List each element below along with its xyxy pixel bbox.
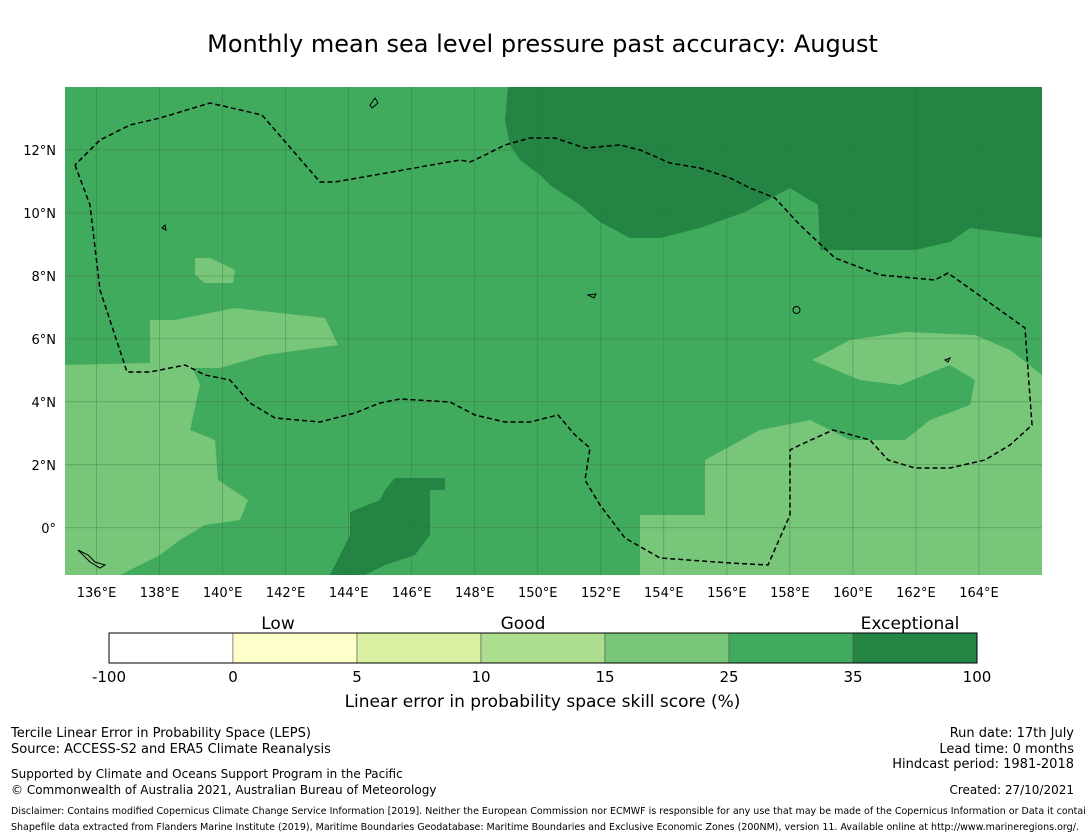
- island-outline: [161, 223, 167, 231]
- dark-patch-south: [330, 478, 445, 575]
- island-outlines: [77, 97, 952, 569]
- shapefile-credit: Shapefile data extracted from Flanders M…: [11, 822, 1079, 833]
- colorbar-category-label: Exceptional: [861, 614, 960, 634]
- footer-left-line2: Source: ACCESS-S2 and ERA5 Climate Reana…: [11, 742, 331, 757]
- colorbar-frame: [108, 632, 978, 664]
- lat-tick-label: 4°N: [32, 396, 57, 411]
- footer-left-line4: © Commonwealth of Australia 2021, Austra…: [11, 783, 437, 797]
- lon-tick-label: 158°E: [770, 586, 810, 601]
- colorbar-swatch: [852, 632, 978, 664]
- colorbar-category-label: Low: [261, 614, 295, 634]
- lat-tick-label: 2°N: [32, 459, 57, 474]
- light-patch-small: [195, 258, 235, 283]
- colorbar-label: Linear error in probability space skill …: [344, 692, 741, 712]
- colorbar-swatch: [108, 632, 234, 664]
- light-patch-central: [150, 308, 338, 372]
- lon-tick-label: 160°E: [833, 586, 873, 601]
- lon-tick-label: 152°E: [581, 586, 621, 601]
- island-outline: [586, 293, 597, 299]
- footer-left-line3: Supported by Climate and Oceans Support …: [11, 767, 403, 781]
- colorbar-tick-label: 15: [595, 668, 614, 686]
- island-outline: [943, 357, 952, 363]
- lat-tick-label: 10°N: [23, 207, 56, 222]
- map-title: Monthly mean sea level pressure past acc…: [207, 30, 878, 58]
- skill-35-100-regions: [330, 87, 1042, 575]
- lon-tick-label: 148°E: [455, 586, 495, 601]
- disclaimer-text: Disclaimer: Contains modified Copernicus…: [11, 806, 1085, 817]
- colorbar-tick-label: 5: [352, 668, 362, 686]
- island-outline: [369, 97, 379, 109]
- colorbar-swatch: [728, 632, 854, 664]
- colorbar-swatch: [480, 632, 606, 664]
- colorbar-tick-label: 0: [228, 668, 238, 686]
- colorbar-tick-label: 25: [719, 668, 738, 686]
- colorbar-tick-label: 35: [843, 668, 862, 686]
- lon-tick-label: 138°E: [140, 586, 180, 601]
- colorbar-swatch: [232, 632, 358, 664]
- colorbar-tick-label: 100: [963, 668, 992, 686]
- hindcast-period: Hindcast period: 1981-2018: [892, 757, 1074, 772]
- colorbar-tick-label: 10: [471, 668, 490, 686]
- latitude-axis: 12°N 10°N 8°N 6°N 4°N 2°N 0°: [23, 144, 56, 537]
- colorbar-tick-label: -100: [92, 668, 126, 686]
- island-outline: [77, 549, 107, 569]
- lon-tick-label: 136°E: [77, 586, 117, 601]
- lon-tick-label: 154°E: [644, 586, 684, 601]
- footer-left-line1: Tercile Linear Error in Probability Spac…: [11, 726, 311, 741]
- colorbar-category-label: Good: [501, 614, 546, 634]
- colorbar-swatch: [604, 632, 730, 664]
- lead-time: Lead time: 0 months: [939, 742, 1074, 757]
- colorbar: -100 0 5 10 15 25 35 100 Low Good Exceptional: [92, 614, 991, 686]
- island-outline: [792, 306, 801, 314]
- eez-boundary-line: [74, 102, 1033, 566]
- graticule: [65, 87, 1042, 575]
- run-date: Run date: 17th July: [949, 726, 1074, 741]
- lat-tick-label: 12°N: [23, 144, 56, 159]
- lon-tick-label: 140°E: [203, 586, 243, 601]
- lon-tick-label: 156°E: [707, 586, 747, 601]
- lon-tick-label: 142°E: [266, 586, 306, 601]
- lat-tick-label: 0°: [41, 522, 56, 537]
- created-date: Created: 27/10/2021: [949, 783, 1074, 797]
- lon-tick-label: 162°E: [896, 586, 936, 601]
- lat-tick-label: 8°N: [32, 270, 57, 285]
- lon-tick-label: 164°E: [959, 586, 999, 601]
- lon-tick-label: 150°E: [518, 586, 558, 601]
- lon-tick-label: 144°E: [329, 586, 369, 601]
- light-patch-west: [65, 362, 248, 575]
- longitude-axis: 136°E 138°E 140°E 142°E 144°E 146°E 148°E 150°E…: [77, 586, 999, 601]
- dark-patch-north: [505, 87, 1042, 250]
- skill-15-25-regions: [65, 258, 1042, 575]
- lon-tick-label: 146°E: [392, 586, 432, 601]
- skill-map: [65, 87, 1042, 575]
- light-patch-east: [640, 332, 1042, 575]
- colorbar-swatch: [356, 632, 482, 664]
- lat-tick-label: 6°N: [32, 333, 57, 348]
